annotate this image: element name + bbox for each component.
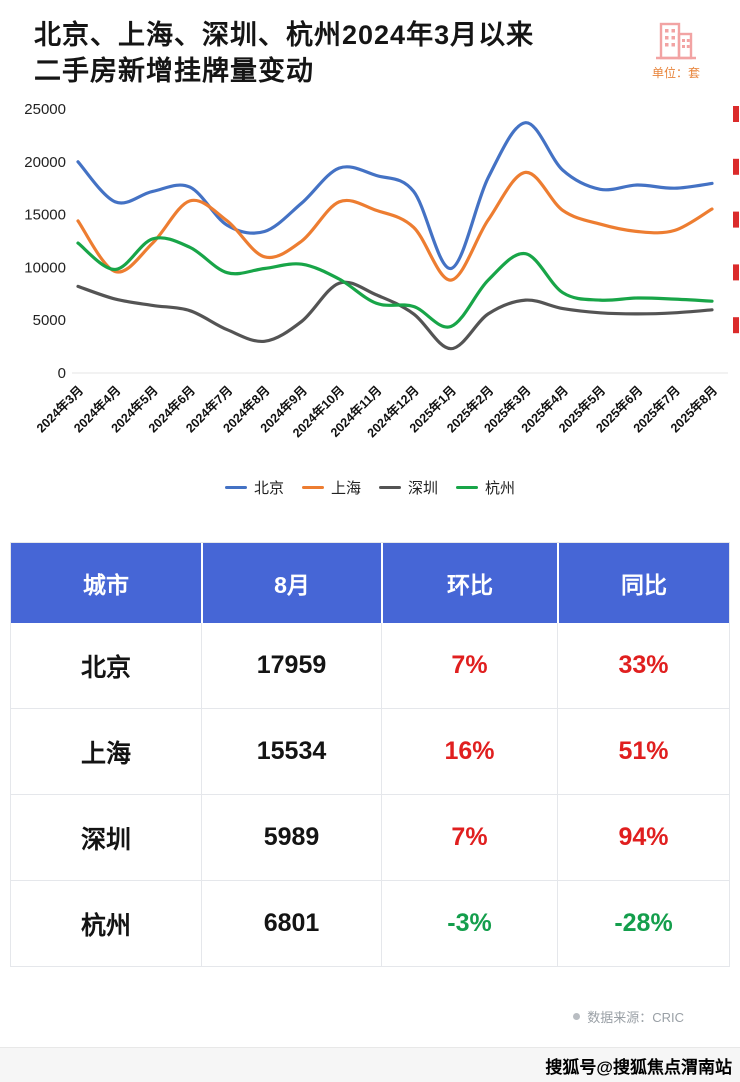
line-chart: 05000100001500020000250002024年3月2024年4月2…	[24, 101, 739, 441]
legend-item: 杭州	[456, 477, 515, 498]
legend-label: 杭州	[485, 480, 516, 498]
title-line-2: 二手房新增挂牌量变动	[34, 55, 314, 86]
table-header-row: 城市 8月 环比 同比	[11, 543, 729, 624]
red-edge-mark	[733, 106, 739, 123]
august-value-cell: 6801	[201, 881, 381, 967]
legend-swatch-icon	[224, 486, 247, 490]
chart-section: 0 5000 10000 15000 20000 25000 2024年3月 2024年4月 2…	[0, 95, 740, 463]
red-edge-mark	[733, 317, 739, 334]
mom-cell: 16%	[381, 709, 557, 795]
header: 北京、上海、深圳、杭州2024年3月以来 二手房新增挂牌量变动 单位：套	[0, 0, 740, 89]
series-line-北京	[76, 121, 714, 271]
legend-swatch-icon	[456, 486, 479, 490]
column-header-yoy: 同比	[557, 543, 729, 624]
y-axis-tick-label: 0	[58, 365, 66, 382]
legend-item: 北京	[224, 477, 284, 498]
unit-block: 单位：套	[646, 18, 706, 81]
legend-item: 深圳	[379, 477, 438, 498]
source-dot-icon	[573, 1013, 581, 1021]
y-axis-tick-label: 25000	[24, 101, 66, 118]
data-source: 数据来源：CRIC	[0, 1007, 740, 1026]
y-axis-tick-label: 5000	[33, 312, 66, 329]
legend-label: 上海	[330, 480, 361, 498]
source-label: 数据来源：CRIC	[587, 1010, 684, 1026]
mom-cell: 7%	[381, 795, 557, 881]
legend-label: 深圳	[408, 480, 439, 498]
mom-cell: -3%	[381, 881, 557, 967]
legend-swatch-icon	[301, 486, 324, 490]
mom-cell: 7%	[381, 623, 557, 709]
building-icon	[656, 22, 696, 60]
city-cell: 深圳	[80, 825, 131, 854]
august-value-cell: 5989	[201, 795, 381, 881]
yoy-cell: 51%	[557, 709, 729, 795]
august-value-cell: 17959	[201, 623, 381, 709]
city-cell: 北京	[80, 653, 131, 682]
table-row: 上海 15534 16% 51%	[11, 708, 729, 795]
red-edge-mark	[733, 159, 739, 176]
bottom-bar: 搜狐号@搜狐焦点渭南站	[0, 1047, 740, 1082]
column-header-august: 8月	[201, 543, 381, 624]
listing-table: 城市 8月 环比 同比 北京 17959 7% 33% 上海 15534 16%…	[10, 542, 730, 968]
y-axis-tick-label: 20000	[24, 154, 66, 171]
watermark-label: 搜狐号@搜狐焦点渭南站	[545, 1057, 732, 1077]
legend-label: 北京	[253, 480, 284, 498]
column-header-mom: 环比	[381, 543, 557, 624]
yoy-cell: 33%	[557, 623, 729, 709]
legend-swatch-icon	[379, 486, 401, 490]
series-line-深圳	[76, 280, 714, 351]
unit-label: 单位：套	[651, 66, 700, 80]
table-row: 深圳 5989 7% 94%	[11, 794, 729, 881]
red-edge-mark	[733, 211, 739, 228]
yoy-cell: 94%	[557, 795, 729, 881]
city-cell: 杭州	[80, 911, 131, 940]
title-line-1: 北京、上海、深圳、杭州2024年3月以来	[34, 20, 535, 50]
yoy-cell: -28%	[557, 881, 729, 967]
column-header-city: 城市	[83, 572, 129, 599]
august-value-cell: 15534	[201, 709, 381, 795]
table-row: 杭州 6801 -3% -28%	[11, 880, 729, 967]
y-axis-tick-label: 15000	[24, 207, 66, 224]
page-title: 北京、上海、深圳、杭州2024年3月以来 二手房新增挂牌量变动	[34, 18, 534, 89]
series-line-杭州	[76, 236, 714, 329]
chart-legend: 北京 上海 深圳 杭州	[0, 477, 740, 498]
y-axis-tick-label: 10000	[24, 260, 66, 277]
red-edge-mark	[733, 264, 739, 281]
series-line-上海	[76, 171, 714, 282]
table-row: 北京 17959 7% 33%	[11, 623, 729, 709]
city-cell: 上海	[80, 739, 131, 768]
legend-item: 上海	[301, 477, 361, 498]
